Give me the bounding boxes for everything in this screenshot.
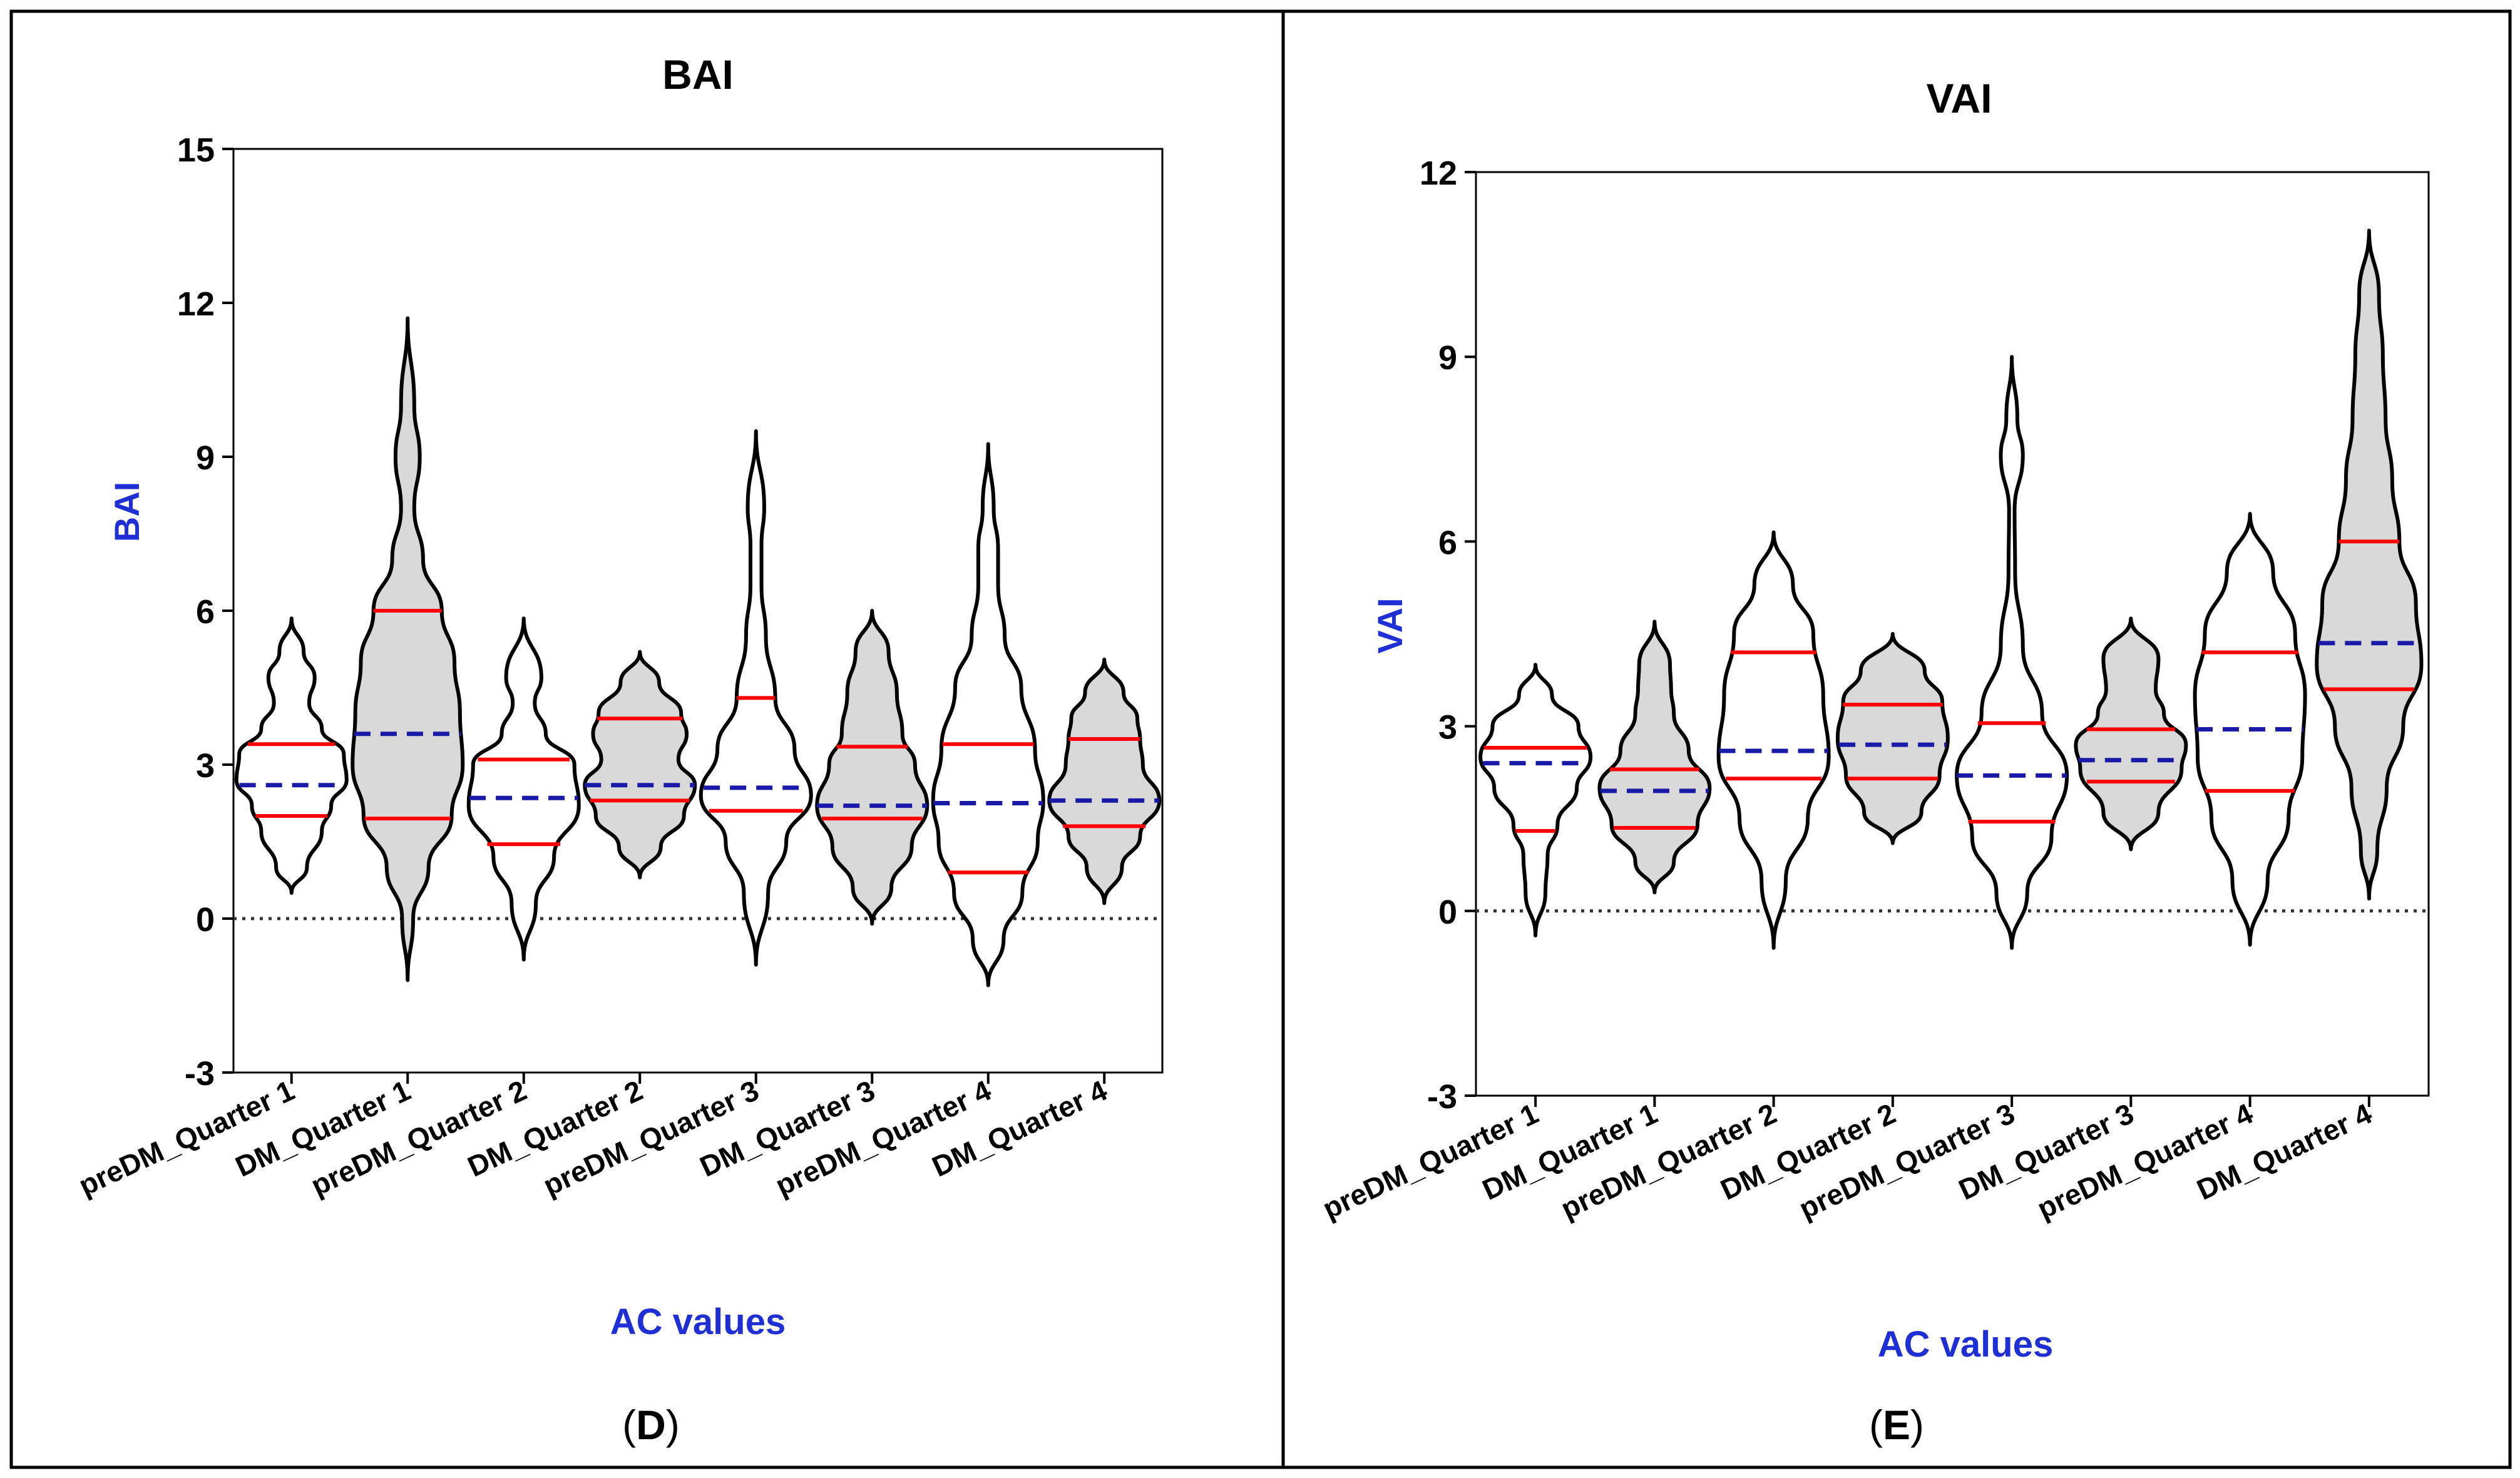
violin-body xyxy=(1047,657,1162,905)
chart-title: BAI xyxy=(662,51,734,98)
y-tick-label: 0 xyxy=(196,901,215,939)
x-axis-label: AC values xyxy=(610,1302,786,1342)
violin-body xyxy=(2315,228,2424,901)
y-tick-label: 6 xyxy=(196,593,215,631)
y-tick-label: 0 xyxy=(1438,894,1457,931)
violin-body xyxy=(1835,632,1950,845)
violin-body xyxy=(931,442,1045,987)
violin-body xyxy=(2074,616,2188,852)
y-axis-label: BAI xyxy=(107,482,146,542)
y-tick-label: 9 xyxy=(1438,339,1457,377)
panel-label: (E) xyxy=(1869,1402,1924,1448)
y-tick-label: 12 xyxy=(177,285,215,323)
y-tick-label: -3 xyxy=(1427,1078,1457,1116)
violin-body xyxy=(466,616,581,962)
violin-body xyxy=(583,650,697,880)
y-tick-label: 15 xyxy=(177,131,215,169)
y-tick-label: 3 xyxy=(196,747,215,785)
violin-body xyxy=(234,616,349,895)
y-tick-label: -3 xyxy=(185,1055,215,1093)
panel-letter: E xyxy=(1883,1402,1910,1448)
violin-body xyxy=(1716,530,1831,950)
panel-letter: D xyxy=(636,1402,666,1448)
violin-body xyxy=(351,316,465,982)
plot-frame xyxy=(1475,171,2430,1097)
panel-label: (D) xyxy=(622,1402,680,1448)
violin-body xyxy=(815,609,930,926)
x-axis-label: AC values xyxy=(1878,1324,2053,1365)
y-tick-label: 12 xyxy=(1420,155,1457,192)
y-tick-label: 6 xyxy=(1438,524,1457,561)
y-tick-label: 9 xyxy=(196,439,215,477)
chart-title: VAI xyxy=(1926,75,1992,121)
y-tick-label: 3 xyxy=(1438,709,1457,747)
violin-body xyxy=(1955,355,2069,950)
violin-body xyxy=(1597,619,1712,895)
violin-body xyxy=(1478,663,1593,938)
y-axis-label: VAI xyxy=(1370,598,1410,653)
